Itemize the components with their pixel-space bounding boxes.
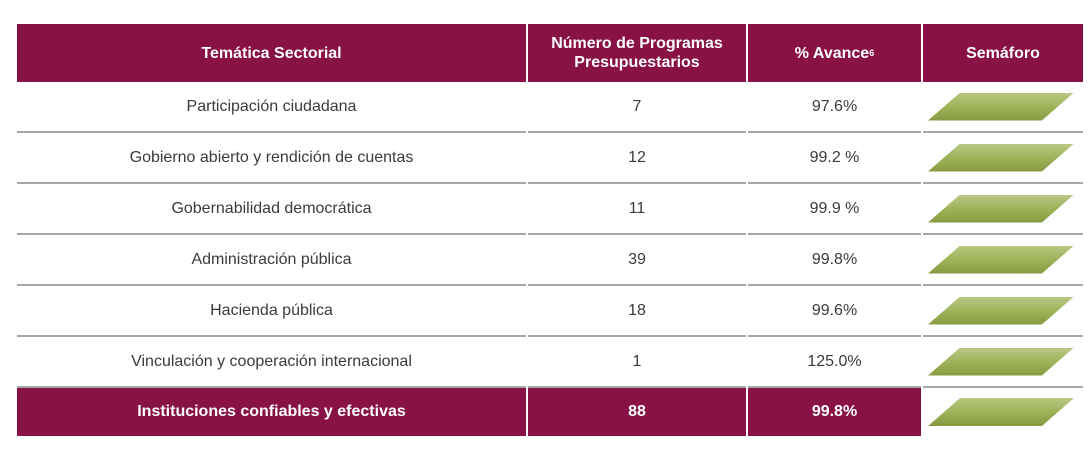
total-semaforo: [923, 388, 1083, 436]
row-5-tematica: Vinculación y cooperación internacional: [17, 337, 526, 388]
row-1-semaforo: [923, 133, 1083, 184]
row-2-tematica: Gobernabilidad democrática: [17, 184, 526, 235]
header-programas-label: Número de Programas Presupuestarios: [551, 35, 723, 71]
header-programas: Número de Programas Presupuestarios: [528, 24, 746, 82]
row-0-semaforo: [923, 82, 1083, 133]
row-4-tematica: Hacienda pública: [17, 286, 526, 337]
total-avance: 99.8%: [748, 388, 921, 436]
header-semaforo: Semáforo: [923, 24, 1083, 82]
row-1-programas: 12: [528, 133, 746, 184]
row-3-avance: 99.8%: [748, 235, 921, 286]
row-3-semaforo: [923, 235, 1083, 286]
total-programas: 88: [528, 388, 746, 436]
row-5-avance: 125.0%: [748, 337, 921, 388]
row-1-tematica: Gobierno abierto y rendición de cuentas: [17, 133, 526, 184]
semaforo-indicator: [928, 398, 1074, 426]
semaforo-indicator: [928, 194, 1074, 223]
header-avance: % Avance 6: [748, 24, 921, 82]
semaforo-indicator: [928, 296, 1074, 325]
semaforo-indicator: [928, 245, 1074, 274]
row-0-programas: 7: [528, 82, 746, 133]
row-2-avance: 99.9 %: [748, 184, 921, 235]
semaforo-indicator: [928, 347, 1074, 376]
total-tematica: Instituciones confiables y efectivas: [17, 388, 526, 436]
row-2-semaforo: [923, 184, 1083, 235]
row-4-semaforo: [923, 286, 1083, 337]
semaforo-indicator: [928, 92, 1074, 121]
header-avance-label: % Avance: [794, 44, 870, 62]
row-3-tematica: Administración pública: [17, 235, 526, 286]
row-3-programas: 39: [528, 235, 746, 286]
sector-table: Temática Sectorial Número de Programas P…: [17, 24, 1083, 436]
row-5-programas: 1: [528, 337, 746, 388]
semaforo-indicator: [928, 143, 1074, 172]
row-4-programas: 18: [528, 286, 746, 337]
header-tematica: Temática Sectorial: [17, 24, 526, 82]
row-0-avance: 97.6%: [748, 82, 921, 133]
row-0-tematica: Participación ciudadana: [17, 82, 526, 133]
row-5-semaforo: [923, 337, 1083, 388]
row-4-avance: 99.6%: [748, 286, 921, 337]
row-2-programas: 11: [528, 184, 746, 235]
row-1-avance: 99.2 %: [748, 133, 921, 184]
